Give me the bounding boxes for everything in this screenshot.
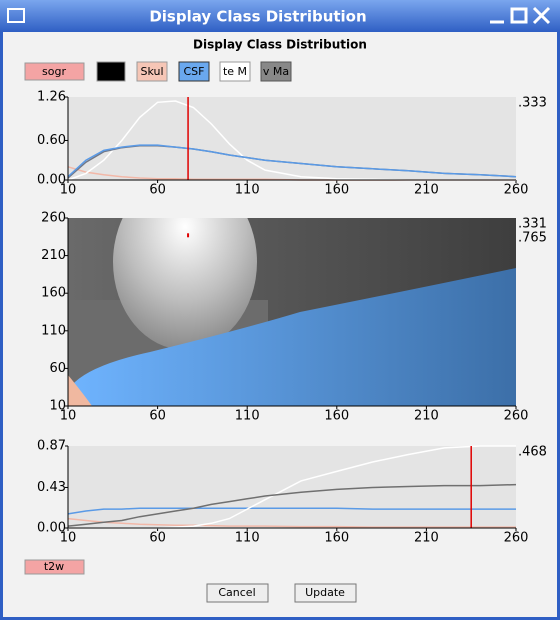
- button-label: Update: [305, 586, 345, 599]
- y-tick-label: 0.43: [37, 480, 66, 495]
- cancel-button[interactable]: Cancel: [206, 583, 269, 603]
- right-label: .468: [518, 445, 547, 460]
- x-tick-label: 260: [504, 531, 529, 546]
- x-tick-label: 110: [235, 183, 260, 198]
- series-line: [67, 483, 517, 527]
- plot-area: [68, 97, 516, 180]
- window-controls[interactable]: [490, 6, 551, 25]
- y-tick-label: 0.87: [37, 439, 66, 454]
- series-line: [67, 144, 517, 178]
- x-tick-label: 210: [414, 531, 439, 546]
- class-image: [68, 218, 516, 406]
- x-tick-label: 210: [414, 409, 439, 424]
- y-tick-label: 260: [41, 211, 66, 226]
- x-tick-label: 60: [149, 409, 166, 424]
- marker-point: [187, 233, 190, 238]
- x-tick-label: 10: [60, 531, 77, 546]
- button-label: t2w: [44, 560, 64, 573]
- y-tick-label: 0.00: [37, 173, 66, 188]
- y-tick-label: 0.00: [37, 521, 66, 536]
- right-label: .331: [518, 217, 547, 232]
- plot-area: [68, 446, 516, 528]
- x-tick-label: 60: [149, 183, 166, 198]
- y-tick-label: 210: [41, 248, 66, 263]
- series-line: [67, 517, 516, 528]
- series-line: [67, 507, 516, 515]
- class-label: Skul: [140, 65, 163, 78]
- class-button[interactable]: te M: [219, 61, 251, 82]
- x-tick-label: 160: [324, 531, 349, 546]
- button[interactable]: t2w: [24, 559, 85, 575]
- header-title: Display Class Distribution: [193, 38, 367, 52]
- y-tick-label: 0.60: [37, 133, 66, 148]
- x-tick-label: 10: [60, 183, 77, 198]
- x-tick-label: 10: [60, 409, 77, 424]
- update-button[interactable]: Update: [294, 583, 357, 603]
- x-tick-label: 160: [324, 183, 349, 198]
- x-tick-label: 160: [324, 409, 349, 424]
- window-title: Display Class Distribution: [149, 8, 366, 26]
- class-button[interactable]: v Ma: [260, 61, 292, 82]
- y-tick-label: 110: [41, 323, 66, 338]
- right-label: .765: [518, 231, 547, 246]
- x-tick-label: 110: [235, 531, 260, 546]
- class-button[interactable]: [96, 61, 126, 82]
- button[interactable]: sogr: [24, 62, 85, 81]
- class-button[interactable]: CSF: [178, 61, 210, 82]
- window-icon: [7, 8, 25, 23]
- y-tick-label: 160: [41, 286, 66, 301]
- x-tick-label: 60: [149, 531, 166, 546]
- x-tick-label: 260: [504, 409, 529, 424]
- class-label: CSF: [184, 65, 205, 78]
- class-label: te M: [223, 65, 247, 78]
- y-tick-label: 1.26: [37, 90, 66, 105]
- button-label: sogr: [42, 65, 66, 78]
- right-label: .333: [518, 96, 547, 111]
- button-label: Cancel: [218, 586, 255, 599]
- x-tick-label: 210: [414, 183, 439, 198]
- y-tick-label: 10: [49, 399, 66, 414]
- x-tick-label: 110: [235, 409, 260, 424]
- title-bar: [0, 0, 560, 32]
- class-label: v Ma: [263, 65, 289, 78]
- y-tick-label: 60: [49, 361, 66, 376]
- x-tick-label: 260: [504, 183, 529, 198]
- class-button[interactable]: Skul: [136, 61, 168, 82]
